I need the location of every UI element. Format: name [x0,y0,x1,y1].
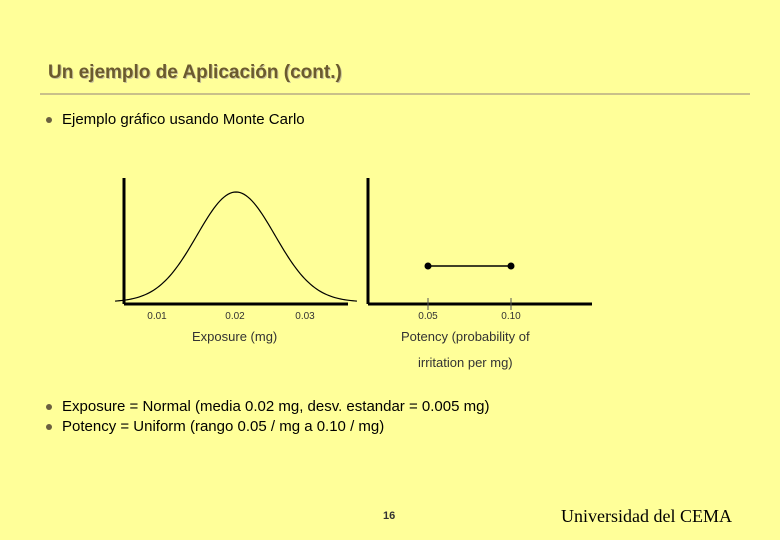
exposure-tick-label: 0.03 [295,311,315,322]
potency-axis-label-line2: irritation per mg) [418,355,513,370]
bullet-potency: Potency = Uniform (rango 0.05 / mg a 0.1… [46,418,384,435]
potency-tick-label: 0.05 [418,311,438,322]
exposure-axis-label: Exposure (mg) [192,329,278,344]
bullet-dot-icon [46,116,52,123]
slide-title: Un ejemplo de Aplicación (cont.) [48,62,342,83]
bullet-dot-icon [46,423,52,430]
organization-footer: Universidad del CEMA [561,506,732,526]
potency-tick-label: 0.10 [501,311,521,322]
bullet-intro-text: Ejemplo gráfico usando Monte Carlo [62,111,305,128]
bullet-exposure-text: Exposure = Normal (media 0.02 mg, desv. … [62,398,490,415]
title-divider [40,93,750,95]
bullet-potency-text: Potency = Uniform (rango 0.05 / mg a 0.1… [62,418,385,435]
exposure-tick-label: 0.01 [147,311,167,322]
normal-curve [115,191,357,302]
exposure-tick-label: 0.02 [225,311,245,322]
page-number: 16 [383,510,396,522]
bullet-intro: Ejemplo gráfico usando Monte Carlo [46,111,305,128]
bullet-dot-icon [46,403,52,410]
uniform-start-point [424,262,432,270]
uniform-end-point [507,262,515,270]
potency-axis-label-line1: Potency (probability of [401,329,530,344]
bullet-exposure: Exposure = Normal (media 0.02 mg, desv. … [46,398,489,415]
